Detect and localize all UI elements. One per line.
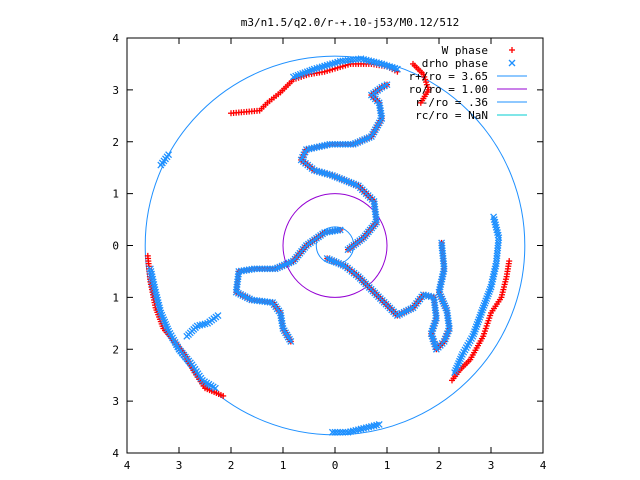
series-1-point-111 [383, 81, 391, 89]
legend-label-0: W phase [442, 44, 488, 57]
y-tick-label-7: 3 [112, 395, 119, 408]
series-1-point-115 [328, 227, 336, 235]
x-tick-label-1: 3 [176, 459, 183, 472]
y-tick-label-2: 2 [112, 136, 119, 149]
series-1-point-143 [271, 265, 279, 273]
y-tick-label-3: 1 [112, 188, 119, 201]
series-1-point-186 [277, 312, 285, 319]
series-1-point-72 [334, 140, 342, 148]
series-1-point-179 [266, 298, 274, 306]
x-tick-label-0: 4 [124, 459, 131, 472]
x-tick-label-5: 1 [384, 459, 391, 472]
series-1-point-113 [334, 226, 342, 234]
series-1-point-98 [376, 104, 384, 112]
y-tick-label-8: 4 [112, 447, 119, 460]
x-tick-label-7: 3 [488, 459, 495, 472]
series-1-point-153 [245, 266, 253, 274]
series-1-point-116 [326, 228, 334, 236]
y-tick-label-6: 2 [112, 343, 119, 356]
series-0-point-519 [506, 258, 513, 265]
series-1-point-516 [375, 421, 383, 428]
legend-label-2: r+/ro = 3.65 [409, 70, 488, 83]
series-1-point-497 [451, 369, 459, 377]
series-1-point-99 [376, 101, 384, 109]
series-1-point-155 [240, 267, 248, 275]
x-tick-label-8: 4 [540, 459, 547, 472]
series-1-point-498 [328, 428, 336, 436]
legend-swatch-1 [508, 59, 516, 67]
series-1-point-190 [279, 322, 287, 330]
series-1-point-94 [378, 114, 386, 122]
series-0-point-467 [417, 99, 424, 106]
legend-label-4: r-/ro = .36 [415, 96, 488, 109]
series-1-point-112 [336, 226, 344, 234]
series-1-point-355 [393, 65, 401, 73]
series-1-point-185 [276, 309, 284, 317]
series-1-point-501 [336, 428, 344, 436]
series-1-point-117 [323, 228, 331, 236]
y-tick-label-1: 3 [112, 84, 119, 97]
series-1-point-69 [326, 140, 334, 148]
y-tick-label-4: 0 [112, 240, 119, 253]
series-1-point-71 [331, 140, 339, 148]
circle-1 [282, 193, 388, 298]
series-1-point-432 [183, 332, 191, 340]
x-tick-label-6: 2 [436, 459, 443, 472]
series-1-point-502 [339, 428, 347, 436]
series-1-point-500 [334, 428, 342, 436]
series-1-point-76 [344, 140, 352, 148]
data-points [144, 55, 513, 436]
series-1-point-416 [157, 161, 165, 169]
series-1-point-114 [331, 227, 339, 235]
series-1-point-148 [258, 265, 266, 273]
x-tick-label-2: 2 [228, 459, 235, 472]
series-1-point-97 [377, 107, 384, 115]
series-1-point-152 [248, 265, 256, 273]
series-1-point-410 [211, 384, 219, 392]
x-tick-label-3: 1 [280, 459, 287, 472]
series-1-point-312 [438, 242, 446, 249]
y-tick-label-5: 1 [112, 291, 119, 304]
series-1-point-154 [243, 266, 251, 274]
series-1-point-96 [377, 109, 385, 117]
series-1-point-23 [370, 200, 378, 208]
series-1-point-145 [266, 265, 274, 273]
series-1-point-95 [377, 112, 385, 120]
series-1-point-188 [278, 317, 286, 325]
series-1-point-144 [269, 265, 277, 273]
x-tick-label-4: 0 [332, 459, 339, 472]
series-1-point-197 [287, 338, 295, 345]
series-1-point-499 [331, 428, 339, 436]
series-1-point-74 [339, 140, 347, 148]
series-1-point-187 [277, 314, 285, 322]
series-0-point-448 [220, 392, 227, 399]
series-1-point-73 [336, 140, 344, 148]
series-1-point-75 [341, 140, 349, 148]
legend-swatch-0 [509, 47, 515, 53]
series-1-point-450 [493, 257, 500, 265]
series-1-point-151 [250, 265, 258, 273]
series-1-point-146 [263, 265, 271, 273]
legend-label-5: rc/ro = NaN [415, 109, 488, 122]
series-1-point-313 [438, 239, 446, 247]
chart-title: m3/n1.5/q2.0/r-+.10-j53/M0.12/512 [241, 16, 460, 29]
series-1-point-70 [328, 140, 336, 148]
y-tick-label-0: 4 [112, 32, 119, 45]
series-1-point-149 [256, 265, 264, 273]
legend-label-1: drho phase [422, 57, 488, 70]
series-1-point-285 [443, 309, 451, 317]
series-1-point-147 [261, 265, 269, 273]
series-1-point-189 [278, 319, 286, 327]
legend-label-3: ro/ro = 1.00 [409, 83, 488, 96]
